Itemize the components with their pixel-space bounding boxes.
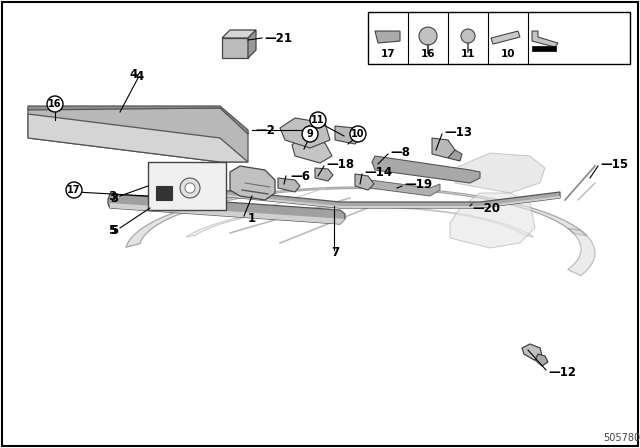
Polygon shape	[222, 30, 256, 38]
Text: 4: 4	[136, 69, 144, 82]
Polygon shape	[491, 31, 520, 44]
Bar	[148, 162, 226, 210]
Circle shape	[302, 126, 318, 142]
Text: —19: —19	[404, 177, 432, 190]
Circle shape	[66, 182, 82, 198]
Polygon shape	[450, 193, 535, 248]
Text: —15: —15	[600, 158, 628, 171]
Polygon shape	[335, 126, 362, 144]
Polygon shape	[315, 168, 333, 181]
Text: 11: 11	[461, 49, 476, 59]
Circle shape	[461, 29, 475, 43]
Polygon shape	[220, 194, 560, 208]
Polygon shape	[28, 106, 248, 134]
Polygon shape	[230, 166, 275, 200]
Bar	[532, 46, 556, 51]
Text: 10: 10	[500, 49, 515, 59]
Text: —6: —6	[290, 169, 310, 182]
Text: 9: 9	[307, 129, 314, 139]
Polygon shape	[432, 138, 455, 158]
Circle shape	[350, 126, 366, 142]
Polygon shape	[372, 156, 480, 183]
Polygon shape	[355, 174, 374, 190]
Polygon shape	[248, 30, 256, 58]
Text: 7: 7	[331, 246, 339, 258]
Text: 17: 17	[67, 185, 81, 195]
Bar	[368, 12, 630, 64]
Text: 4: 4	[130, 68, 138, 81]
Text: —18: —18	[326, 158, 354, 171]
Text: 1: 1	[248, 211, 256, 224]
Polygon shape	[292, 138, 332, 163]
Text: 3: 3	[108, 190, 116, 202]
Text: 17: 17	[381, 49, 396, 59]
Circle shape	[185, 183, 195, 193]
Circle shape	[310, 112, 326, 128]
Text: 5: 5	[109, 224, 118, 237]
Polygon shape	[532, 31, 558, 47]
Text: —12: —12	[548, 366, 576, 379]
Polygon shape	[278, 178, 300, 192]
Circle shape	[180, 178, 200, 198]
Polygon shape	[448, 150, 462, 161]
Polygon shape	[28, 114, 248, 162]
Text: 10: 10	[351, 129, 365, 139]
Polygon shape	[108, 194, 345, 224]
Text: 11: 11	[311, 115, 324, 125]
Polygon shape	[110, 203, 345, 224]
Text: 16: 16	[48, 99, 61, 109]
Text: —2: —2	[255, 124, 275, 137]
Text: —13: —13	[444, 125, 472, 138]
Text: 3: 3	[110, 191, 118, 204]
Polygon shape	[375, 31, 400, 43]
Circle shape	[47, 96, 63, 112]
Polygon shape	[28, 108, 248, 162]
Polygon shape	[126, 187, 587, 247]
Text: 16: 16	[420, 49, 435, 59]
Polygon shape	[186, 206, 534, 237]
Polygon shape	[522, 344, 542, 360]
Polygon shape	[222, 38, 248, 58]
Polygon shape	[455, 153, 545, 193]
Polygon shape	[568, 228, 595, 276]
Text: 505780: 505780	[604, 433, 640, 443]
Bar	[156, 186, 172, 200]
Text: —14: —14	[364, 165, 392, 178]
Polygon shape	[535, 354, 548, 366]
Text: —21: —21	[264, 31, 292, 44]
Polygon shape	[220, 190, 560, 208]
Polygon shape	[280, 118, 330, 148]
Text: —20: —20	[472, 202, 500, 215]
Circle shape	[419, 27, 437, 45]
Text: 5: 5	[108, 224, 116, 237]
Text: —8: —8	[390, 146, 410, 159]
Polygon shape	[370, 180, 440, 196]
